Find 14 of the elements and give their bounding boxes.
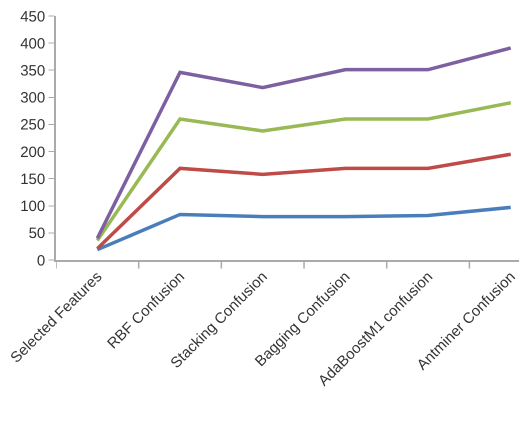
y-tick-label: 350 — [20, 62, 46, 80]
line-series — [96, 206, 512, 252]
y-tick-label: 100 — [20, 198, 46, 216]
y-tick-label: 300 — [20, 90, 46, 107]
y-tick-label: 400 — [20, 35, 46, 52]
y-tick-label: 50 — [28, 225, 46, 242]
line-series — [96, 101, 512, 242]
y-tick-label: 450 — [20, 8, 46, 26]
y-tick-label: 150 — [20, 170, 46, 188]
y-tick-label: 200 — [20, 144, 46, 161]
line-series — [96, 152, 512, 250]
y-tick-label: 0 — [36, 252, 46, 270]
y-tick-label: 250 — [20, 116, 46, 134]
line-series — [96, 46, 512, 240]
